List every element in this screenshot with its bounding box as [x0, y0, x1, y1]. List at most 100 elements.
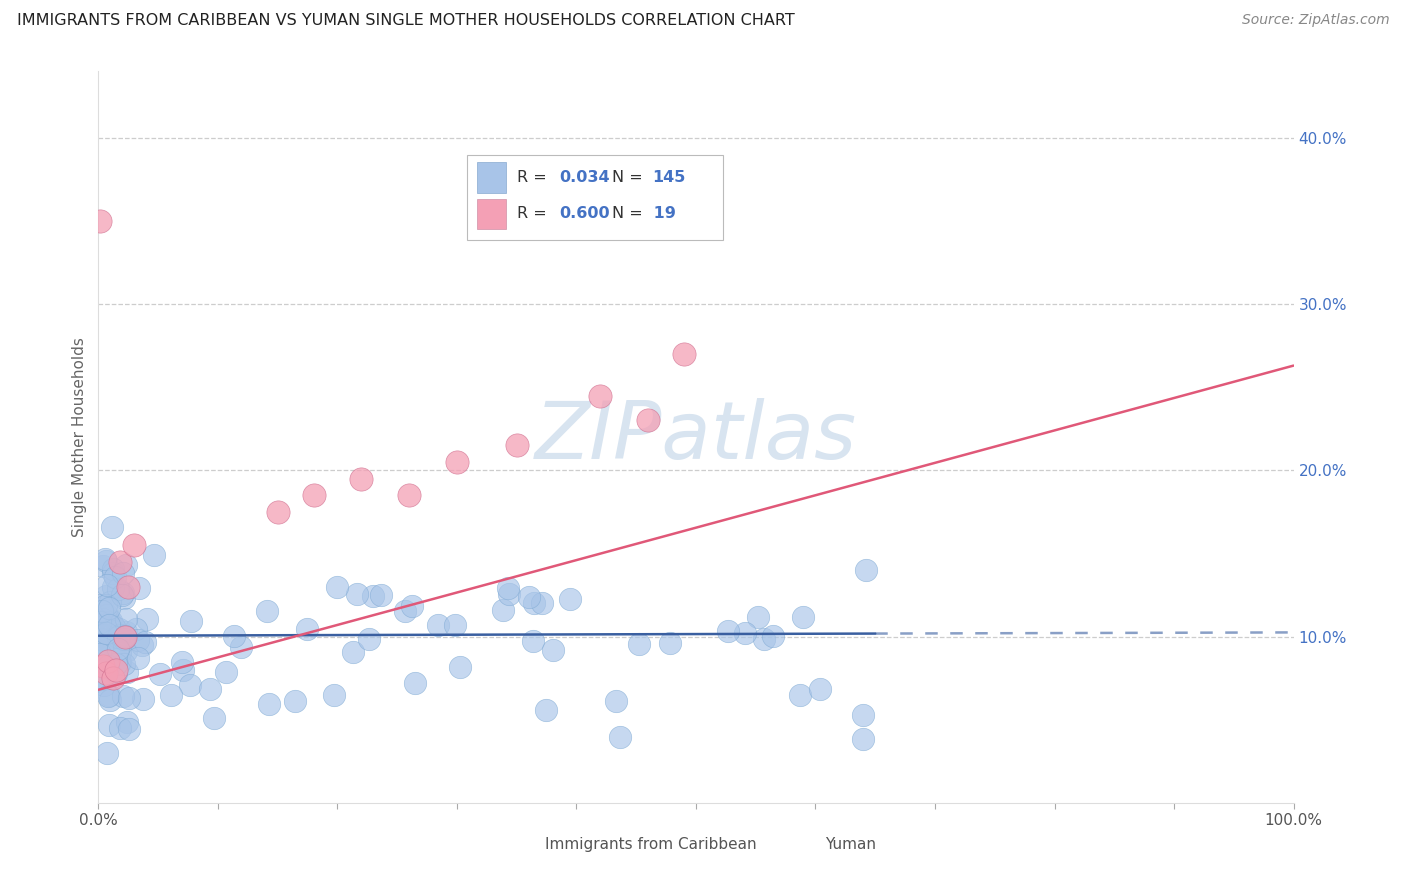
Point: [114, 644, 136, 658]
Point: [107, 641, 129, 656]
Point: [112, 586, 135, 600]
Point: [117, 580, 139, 594]
Point: [101, 566, 124, 581]
Point: [93, 628, 115, 642]
Point: [202, 710, 225, 724]
Point: [108, 655, 131, 669]
Point: [215, 665, 238, 679]
Point: [90, 632, 112, 646]
Point: [323, 688, 346, 702]
Point: [94, 590, 117, 604]
Point: [398, 488, 420, 502]
Point: [100, 692, 122, 706]
Point: [98, 615, 121, 629]
Point: [855, 563, 877, 577]
Point: [350, 472, 373, 486]
Point: [91, 559, 114, 574]
Point: [104, 570, 127, 584]
Point: [127, 633, 149, 648]
Point: [541, 643, 564, 657]
Point: [107, 582, 129, 596]
Point: [89, 647, 111, 661]
Point: [135, 612, 157, 626]
Point: [124, 538, 146, 552]
Point: [427, 617, 450, 632]
Text: 145: 145: [652, 169, 685, 185]
Text: R =: R =: [517, 169, 551, 185]
Point: [112, 632, 135, 646]
FancyBboxPatch shape: [477, 199, 506, 229]
Point: [101, 671, 124, 685]
Point: [89, 671, 111, 685]
Point: [118, 722, 141, 736]
Point: [105, 651, 128, 665]
Point: [100, 614, 122, 628]
Point: [108, 721, 131, 735]
Point: [115, 715, 138, 730]
Point: [506, 438, 529, 452]
Point: [132, 691, 155, 706]
Text: Yuman: Yuman: [825, 837, 876, 852]
Point: [128, 581, 150, 595]
Point: [103, 620, 125, 634]
Point: [108, 655, 131, 669]
Point: [752, 632, 775, 646]
Point: [716, 624, 738, 639]
Point: [103, 633, 125, 648]
Point: [101, 624, 124, 638]
Point: [96, 625, 118, 640]
Point: [98, 595, 121, 609]
Point: [91, 612, 114, 626]
Point: [131, 638, 153, 652]
Point: [89, 640, 111, 655]
Point: [97, 643, 120, 657]
Text: N =: N =: [613, 206, 648, 221]
Point: [96, 644, 118, 658]
Point: [105, 644, 128, 658]
Point: [658, 636, 681, 650]
Point: [446, 455, 468, 469]
Point: [104, 657, 127, 672]
Point: [108, 555, 131, 569]
Point: [200, 682, 222, 697]
Text: N =: N =: [613, 169, 648, 185]
Point: [127, 650, 149, 665]
Point: [98, 625, 121, 640]
Point: [531, 596, 554, 610]
Point: [89, 615, 111, 630]
Point: [326, 580, 349, 594]
Point: [852, 731, 875, 746]
Point: [96, 615, 118, 629]
Point: [170, 655, 193, 669]
Point: [589, 388, 612, 402]
Point: [107, 630, 129, 644]
Text: ZIPatlas: ZIPatlas: [534, 398, 858, 476]
Point: [104, 666, 127, 681]
Point: [112, 657, 135, 671]
Point: [517, 591, 540, 605]
Point: [114, 630, 136, 644]
Point: [115, 612, 138, 626]
Point: [98, 648, 121, 663]
Text: 0.600: 0.600: [560, 206, 610, 221]
Point: [134, 635, 156, 649]
Point: [101, 520, 124, 534]
Point: [104, 666, 127, 681]
Point: [342, 645, 364, 659]
Text: 19: 19: [648, 206, 676, 221]
Point: [98, 617, 121, 632]
Point: [125, 622, 148, 636]
Text: R =: R =: [517, 206, 551, 221]
Point: [297, 623, 319, 637]
Point: [789, 688, 811, 702]
Point: [522, 596, 544, 610]
Point: [90, 672, 112, 686]
Point: [734, 625, 756, 640]
Point: [96, 578, 118, 592]
Point: [98, 718, 121, 732]
Point: [112, 591, 135, 606]
Point: [179, 678, 201, 692]
Point: [256, 604, 278, 618]
Point: [104, 622, 127, 636]
Point: [143, 549, 166, 563]
